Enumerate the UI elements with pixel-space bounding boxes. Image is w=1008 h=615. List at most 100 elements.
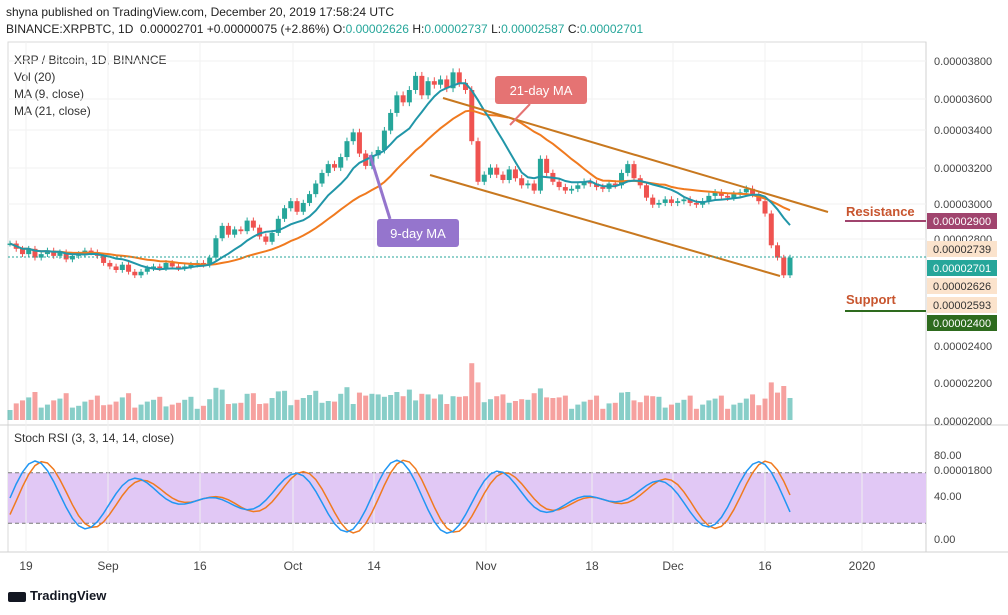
volume-bar bbox=[32, 392, 38, 420]
volume-bar bbox=[232, 403, 238, 420]
candle-body bbox=[107, 262, 113, 267]
volume-bar bbox=[625, 392, 631, 420]
candle-body bbox=[169, 262, 175, 267]
volume-bar bbox=[656, 396, 662, 420]
price-tag-bg bbox=[927, 213, 997, 229]
price-tag-bg bbox=[927, 260, 997, 276]
candle-body bbox=[718, 192, 724, 196]
volume-bar bbox=[594, 395, 600, 420]
volume-bar bbox=[544, 397, 550, 420]
volume-bar bbox=[575, 404, 581, 420]
volume-bar bbox=[275, 391, 281, 420]
ma21-callout-label: 21-day MA bbox=[510, 83, 573, 98]
candle-body bbox=[675, 201, 681, 203]
high-value: 0.00002737 bbox=[424, 22, 488, 36]
volume-bar bbox=[456, 396, 462, 420]
candle-body bbox=[668, 199, 674, 203]
volume-bar bbox=[463, 396, 469, 420]
legend-vol[interactable]: Vol (20) bbox=[14, 70, 56, 84]
volume-bar bbox=[469, 363, 475, 420]
volume-bar bbox=[338, 393, 344, 420]
close-label: C: bbox=[567, 22, 580, 36]
volume-bar bbox=[288, 405, 294, 420]
candle-body bbox=[232, 229, 238, 235]
candle-body bbox=[506, 169, 512, 180]
volume-bar bbox=[313, 390, 319, 420]
close-value: 0.00002701 bbox=[579, 22, 644, 36]
volume-bar bbox=[63, 393, 69, 420]
volume-bar bbox=[406, 389, 412, 420]
volume-bar bbox=[51, 400, 57, 420]
rsi-tick-label: 40.00 bbox=[934, 491, 962, 503]
candle-body bbox=[662, 199, 668, 203]
volume-bar bbox=[138, 404, 144, 420]
candle-body bbox=[244, 220, 250, 232]
volume-bar bbox=[82, 401, 88, 420]
candle-body bbox=[257, 227, 263, 237]
x-tick-label: Dec bbox=[662, 559, 683, 573]
volume-bar bbox=[612, 402, 618, 420]
y-tick-label: 0.00003800 bbox=[934, 56, 992, 68]
stoch-rsi-title[interactable]: Stoch RSI (3, 3, 14, 14, close) bbox=[14, 431, 175, 445]
candle-body bbox=[163, 262, 169, 269]
volume-bar bbox=[743, 398, 749, 420]
volume-bar bbox=[282, 390, 288, 420]
volume-bar bbox=[537, 388, 543, 420]
candle-body bbox=[438, 79, 444, 85]
tv-brand-text: TradingView bbox=[30, 588, 107, 603]
candle-body bbox=[288, 201, 294, 209]
candle-body bbox=[151, 266, 157, 269]
volume-bar bbox=[725, 408, 731, 420]
candle-body bbox=[743, 188, 749, 193]
rsi-tick-label: 0.00 bbox=[934, 534, 955, 546]
candle-body bbox=[425, 81, 431, 96]
volume-bar bbox=[101, 405, 107, 420]
volume-bar bbox=[693, 408, 699, 420]
volume-bar bbox=[250, 393, 256, 420]
volume-bar bbox=[500, 394, 506, 420]
y-tick-label: 0.00002000 bbox=[934, 416, 992, 428]
candle-body bbox=[693, 202, 699, 205]
candle-body bbox=[44, 250, 50, 255]
volume-bar bbox=[675, 402, 681, 420]
volume-bar bbox=[700, 404, 706, 420]
symbol-label: BINANCE:XRPBTC, 1D bbox=[6, 22, 134, 36]
tradingview-logo[interactable]: TradingView bbox=[8, 588, 106, 603]
low-value: 0.00002587 bbox=[501, 22, 565, 36]
candle-body bbox=[338, 157, 344, 168]
candle-body bbox=[556, 181, 562, 188]
candle-body bbox=[656, 202, 662, 205]
candle-body bbox=[487, 167, 493, 175]
candle-body bbox=[350, 132, 356, 142]
candle-body bbox=[463, 82, 469, 90]
candle-body bbox=[119, 264, 125, 270]
candle-body bbox=[38, 254, 44, 258]
volume-bar bbox=[182, 399, 188, 420]
volume-bar bbox=[144, 401, 150, 420]
x-tick-label: 16 bbox=[758, 559, 772, 573]
volume-bar bbox=[419, 393, 425, 420]
volume-bar bbox=[207, 399, 213, 420]
volume-bar bbox=[344, 387, 350, 420]
legend-ma21[interactable]: MA (21, close) bbox=[14, 104, 91, 118]
candle-body bbox=[325, 164, 331, 173]
volume-bar bbox=[494, 396, 500, 420]
price-tag-label: 0.00002626 bbox=[933, 281, 991, 293]
volume-bar bbox=[238, 402, 244, 420]
candle-body bbox=[681, 199, 687, 202]
volume-bar bbox=[481, 402, 487, 420]
candle-body bbox=[282, 208, 288, 219]
volume-bar bbox=[13, 403, 19, 420]
candle-body bbox=[319, 172, 325, 184]
legend-ma9[interactable]: MA (9, close) bbox=[14, 87, 85, 101]
x-tick-label: 14 bbox=[367, 559, 381, 573]
candle-body bbox=[400, 95, 406, 103]
price-tag-label: 0.00002593 bbox=[933, 300, 991, 312]
volume-bar bbox=[157, 396, 163, 420]
price-tag-label: 0.00002701 bbox=[933, 263, 991, 275]
candle-body bbox=[687, 199, 693, 203]
volume-bar bbox=[244, 393, 250, 420]
candle-body bbox=[762, 201, 768, 214]
candle-body bbox=[213, 238, 219, 258]
